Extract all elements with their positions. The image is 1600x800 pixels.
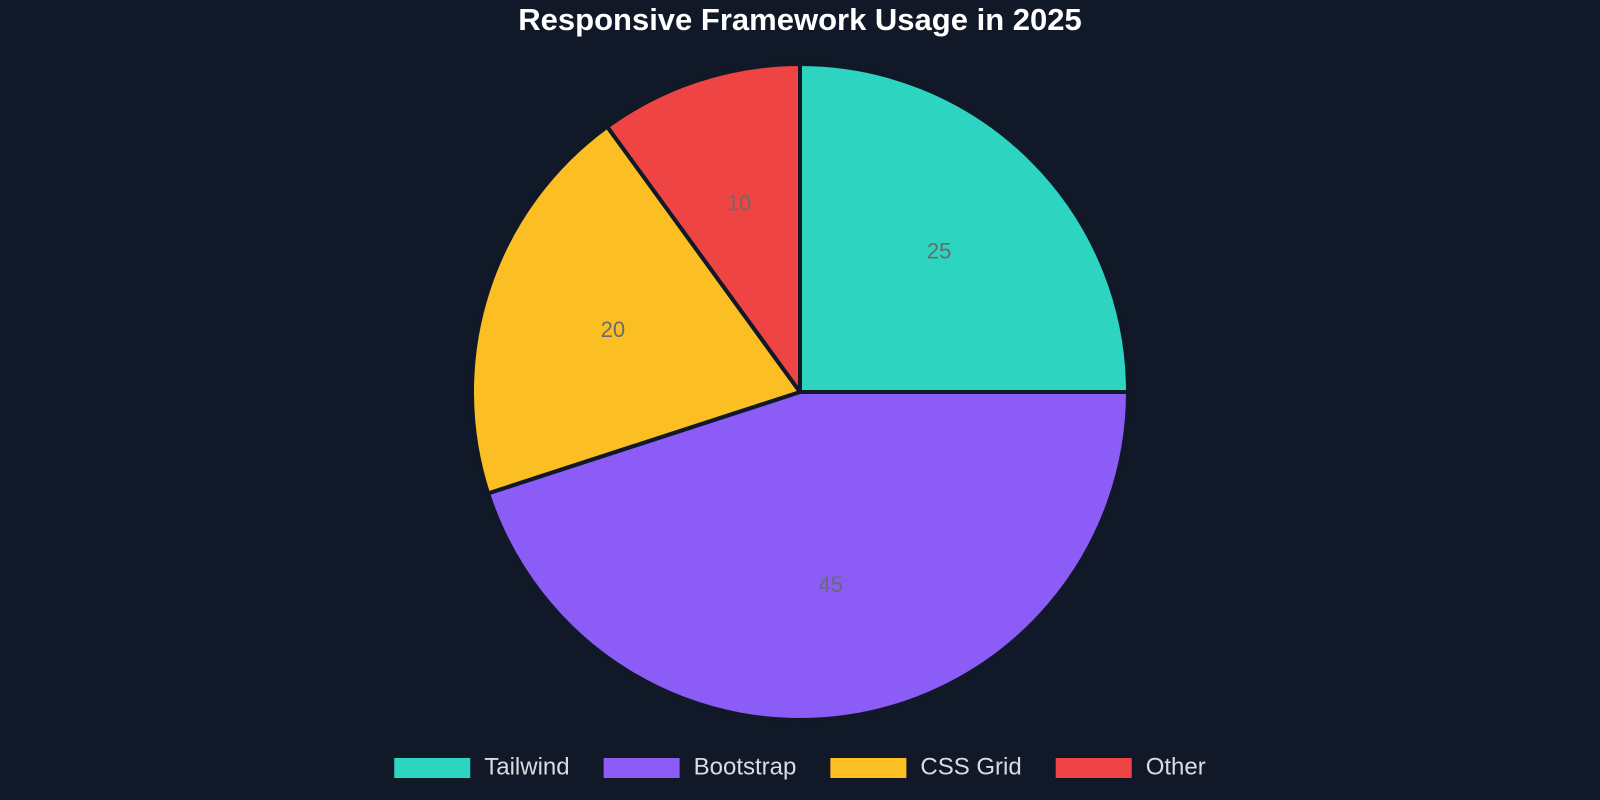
- pie-slice-other[interactable]: [605, 62, 802, 394]
- legend: Tailwind Bootstrap CSS Grid Other: [394, 753, 1206, 780]
- slice-value-label-tailwind: 25: [927, 239, 951, 264]
- legend-label-other: Other: [1146, 753, 1206, 780]
- chart-title: Responsive Framework Usage in 2025: [518, 2, 1081, 37]
- legend-item-bootstrap[interactable]: Bootstrap: [603, 753, 797, 780]
- legend-label-tailwind: Tailwind: [484, 753, 569, 780]
- pie-slice-tailwind[interactable]: [798, 62, 1130, 394]
- pie-slices: [469, 62, 1130, 722]
- slice-value-label-css-grid: 20: [601, 317, 625, 342]
- legend-label-css-grid: CSS Grid: [920, 753, 1021, 780]
- legend-item-css-grid[interactable]: CSS Grid: [830, 753, 1022, 780]
- pie-slice-bootstrap[interactable]: [486, 390, 1130, 722]
- slice-value-label-other: 10: [727, 191, 751, 216]
- legend-item-tailwind[interactable]: Tailwind: [394, 753, 570, 780]
- legend-swatch-css-grid: [830, 758, 907, 778]
- legend-item-other[interactable]: Other: [1055, 753, 1206, 780]
- legend-label-bootstrap: Bootstrap: [694, 753, 797, 780]
- slice-value-label-bootstrap: 45: [819, 572, 843, 597]
- pie-slice-css-grid[interactable]: [469, 124, 802, 496]
- pie-slice-labels: 25 45 20 10: [601, 191, 952, 598]
- legend-swatch-other: [1055, 758, 1132, 778]
- legend-swatch-bootstrap: [603, 758, 680, 778]
- legend-swatch-tailwind: [394, 758, 471, 778]
